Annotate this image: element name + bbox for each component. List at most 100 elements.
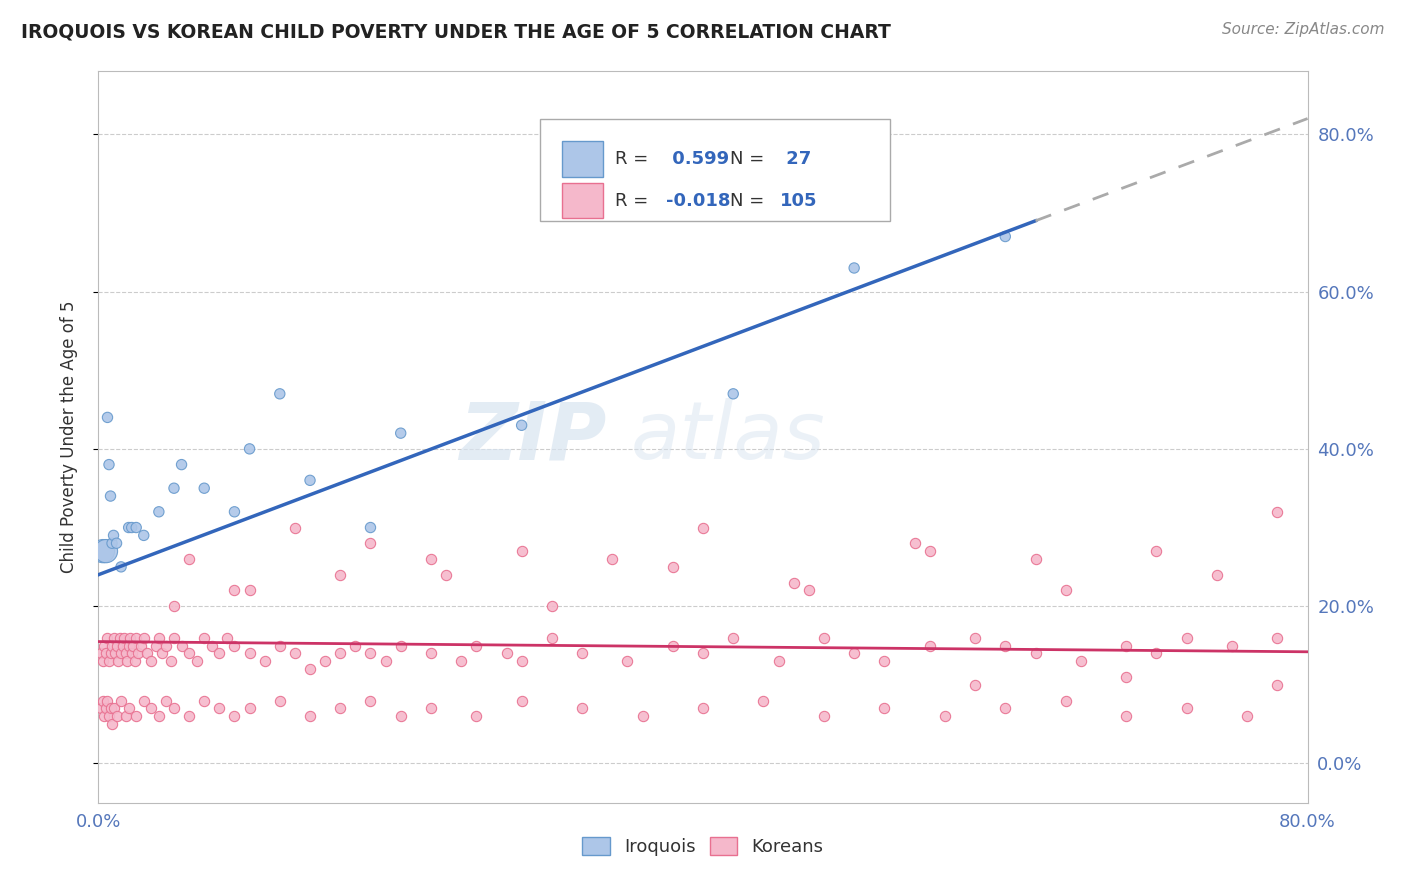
Point	[510, 544, 533, 558]
Text: ZIP: ZIP	[458, 398, 606, 476]
Point	[692, 701, 714, 715]
Point	[540, 599, 562, 614]
Point	[360, 536, 382, 550]
Point	[1220, 639, 1243, 653]
Y-axis label: Child Poverty Under the Age of 5: Child Poverty Under the Age of 5	[59, 301, 77, 574]
Point	[692, 646, 714, 660]
Point	[103, 631, 125, 645]
Point	[125, 631, 148, 645]
Text: IROQUOIS VS KOREAN CHILD POVERTY UNDER THE AGE OF 5 CORRELATION CHART: IROQUOIS VS KOREAN CHILD POVERTY UNDER T…	[21, 22, 891, 41]
Point	[1267, 505, 1289, 519]
Point	[465, 709, 488, 723]
Point	[239, 442, 262, 456]
Text: R =: R =	[614, 192, 654, 210]
Point	[299, 473, 322, 487]
Point	[723, 387, 745, 401]
Point	[148, 709, 170, 723]
Point	[692, 520, 714, 534]
Point	[135, 646, 157, 660]
Point	[540, 631, 562, 645]
Point	[110, 693, 132, 707]
FancyBboxPatch shape	[561, 141, 603, 177]
Point	[389, 639, 412, 653]
Text: 0.599: 0.599	[665, 150, 735, 168]
Point	[121, 520, 143, 534]
Point	[510, 654, 533, 668]
Point	[91, 654, 114, 668]
Point	[103, 528, 125, 542]
Point	[1267, 631, 1289, 645]
FancyBboxPatch shape	[561, 183, 603, 219]
Point	[571, 646, 593, 660]
Point	[132, 693, 155, 707]
Point	[101, 639, 124, 653]
Point	[98, 709, 121, 723]
Point	[193, 481, 215, 495]
Point	[389, 709, 412, 723]
Point	[1144, 646, 1167, 660]
Point	[132, 528, 155, 542]
Legend: Iroquois, Koreans: Iroquois, Koreans	[575, 830, 831, 863]
Point	[253, 654, 276, 668]
Point	[269, 693, 291, 707]
Point	[631, 709, 654, 723]
Point	[284, 646, 307, 660]
Point	[994, 701, 1017, 715]
Point	[918, 639, 941, 653]
Point	[107, 654, 129, 668]
Point	[420, 701, 443, 715]
Point	[1024, 552, 1046, 566]
Point	[616, 654, 638, 668]
Point	[360, 646, 382, 660]
Point	[224, 709, 246, 723]
Point	[602, 552, 624, 566]
Text: 27: 27	[780, 150, 811, 168]
Point	[1175, 631, 1198, 645]
Point	[208, 701, 231, 715]
Point	[179, 709, 201, 723]
Point	[170, 458, 193, 472]
Point	[163, 481, 186, 495]
Point	[100, 646, 122, 660]
Point	[965, 631, 987, 645]
Point	[329, 646, 352, 660]
Point	[110, 559, 132, 574]
Point	[1024, 646, 1046, 660]
Point	[112, 631, 135, 645]
Point	[115, 654, 138, 668]
Point	[98, 654, 121, 668]
Point	[1054, 693, 1077, 707]
Point	[1054, 583, 1077, 598]
Point	[105, 709, 128, 723]
Point	[90, 646, 112, 660]
Point	[1175, 701, 1198, 715]
Point	[661, 559, 683, 574]
Point	[768, 654, 790, 668]
Point	[104, 646, 127, 660]
Point	[1115, 639, 1137, 653]
Point	[1267, 678, 1289, 692]
Point	[873, 654, 896, 668]
Point	[90, 701, 112, 715]
Point	[114, 709, 136, 723]
Point	[155, 639, 177, 653]
Point	[224, 639, 246, 653]
Point	[239, 583, 262, 598]
Point	[1236, 709, 1258, 723]
Point	[661, 639, 683, 653]
Point	[163, 599, 186, 614]
Point	[224, 505, 246, 519]
Point	[94, 701, 117, 715]
Point	[201, 639, 224, 653]
Point	[299, 662, 322, 676]
Point	[114, 646, 136, 660]
Point	[170, 639, 193, 653]
Point	[239, 646, 262, 660]
Text: Source: ZipAtlas.com: Source: ZipAtlas.com	[1222, 22, 1385, 37]
Point	[93, 639, 115, 653]
Point	[96, 693, 118, 707]
Point	[797, 583, 820, 598]
Point	[105, 639, 128, 653]
Point	[145, 639, 167, 653]
Point	[1115, 709, 1137, 723]
